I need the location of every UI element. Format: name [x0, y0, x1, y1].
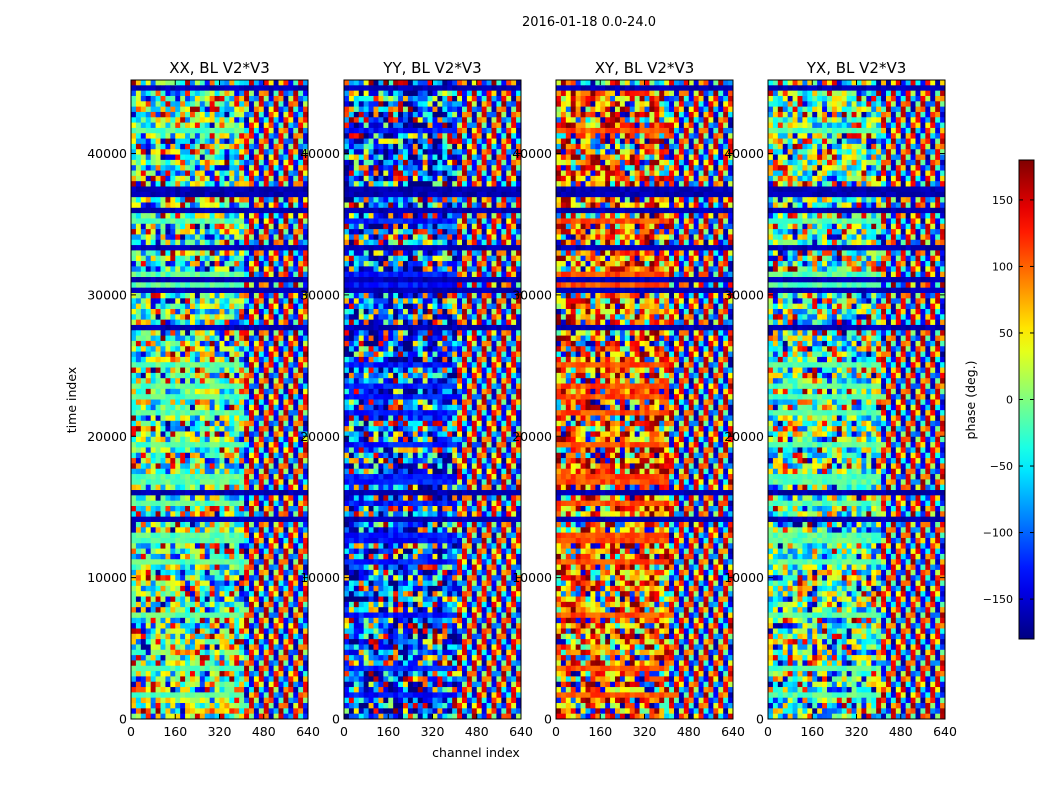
colorbar: 150 100 50 0 −50 −100 −150 [983, 159, 1035, 640]
x-tick-label: 480 [465, 724, 489, 739]
panel-title: XY, BL V2*V3 [595, 59, 695, 77]
panel-title: YX, BL V2*V3 [806, 59, 907, 77]
x-tick-label: 0 [764, 724, 772, 739]
x-tick-label: 0 [340, 724, 348, 739]
phase-image [768, 80, 945, 719]
figure-title: 2016-01-18 0.0-24.0 [522, 15, 656, 30]
x-tick-label: 160 [588, 724, 612, 739]
y-axis-label: time index [64, 367, 79, 433]
y-tick-label: 20000 [87, 429, 127, 444]
x-tick-label: 320 [421, 724, 445, 739]
x-tick-label: 160 [376, 724, 400, 739]
y-tick-label: 30000 [512, 287, 552, 302]
x-tick-label: 640 [721, 724, 745, 739]
colorbar-tick-label: 100 [992, 260, 1013, 273]
x-tick-label: 640 [296, 724, 320, 739]
y-tick-label: 30000 [724, 287, 764, 302]
x-tick-label: 640 [509, 724, 533, 739]
x-tick-label: 640 [933, 724, 957, 739]
x-tick-label: 160 [800, 724, 824, 739]
colorbar-tick-label: 150 [992, 194, 1013, 207]
y-tick-label: 30000 [87, 287, 127, 302]
y-tick-label: 30000 [300, 287, 340, 302]
panel-1: XX, BL V2*V3 0 160 320 480 640 0 10000 20000 3000… [87, 59, 320, 739]
y-tick-label: 0 [119, 712, 127, 727]
panel-4: YX, BL V2*V3 0 160 320 480 640 0 10000 20000 3000… [724, 59, 957, 739]
phase-image [131, 80, 308, 719]
panel-2: YY, BL V2*V3 0 160 320 480 640 0 10000 20000 3000… [300, 59, 533, 739]
y-tick-label: 20000 [300, 429, 340, 444]
y-tick-label: 40000 [300, 146, 340, 161]
panels: XX, BL V2*V3 0 160 320 480 640 0 10000 20000 3000… [87, 59, 957, 739]
x-axis-label: channel index [432, 745, 520, 760]
y-tick-label: 10000 [300, 570, 340, 585]
y-tick-label: 10000 [512, 570, 552, 585]
x-tick-label: 480 [889, 724, 913, 739]
y-tick-label: 40000 [512, 146, 552, 161]
x-tick-label: 320 [208, 724, 232, 739]
panel-title: YY, BL V2*V3 [382, 59, 481, 77]
phase-image [344, 80, 521, 719]
colorbar-tick-label: 0 [1006, 394, 1013, 407]
y-tick-label: 10000 [724, 570, 764, 585]
colorbar-tick-label: 50 [999, 327, 1013, 340]
x-tick-label: 320 [633, 724, 657, 739]
y-tick-label: 0 [332, 712, 340, 727]
y-tick-label: 10000 [87, 570, 127, 585]
colorbar-tick-label: −50 [990, 460, 1013, 473]
y-tick-label: 0 [756, 712, 764, 727]
x-tick-label: 160 [163, 724, 187, 739]
x-tick-label: 480 [252, 724, 276, 739]
x-tick-label: 0 [552, 724, 560, 739]
panel-title: XX, BL V2*V3 [169, 59, 270, 77]
y-tick-label: 20000 [724, 429, 764, 444]
y-tick-label: 40000 [724, 146, 764, 161]
x-tick-label: 320 [845, 724, 869, 739]
y-tick-label: 20000 [512, 429, 552, 444]
phase-image [556, 80, 733, 719]
panel-3: XY, BL V2*V3 0 160 320 480 640 0 10000 20000 3000… [512, 59, 745, 739]
colorbar-tick-label: −150 [983, 593, 1013, 606]
y-tick-label: 0 [544, 712, 552, 727]
colorbar-tick-label: −100 [983, 527, 1013, 540]
x-tick-label: 0 [127, 724, 135, 739]
x-tick-label: 480 [677, 724, 701, 739]
colorbar-label: phase (deg.) [963, 361, 978, 440]
y-tick-label: 40000 [87, 146, 127, 161]
